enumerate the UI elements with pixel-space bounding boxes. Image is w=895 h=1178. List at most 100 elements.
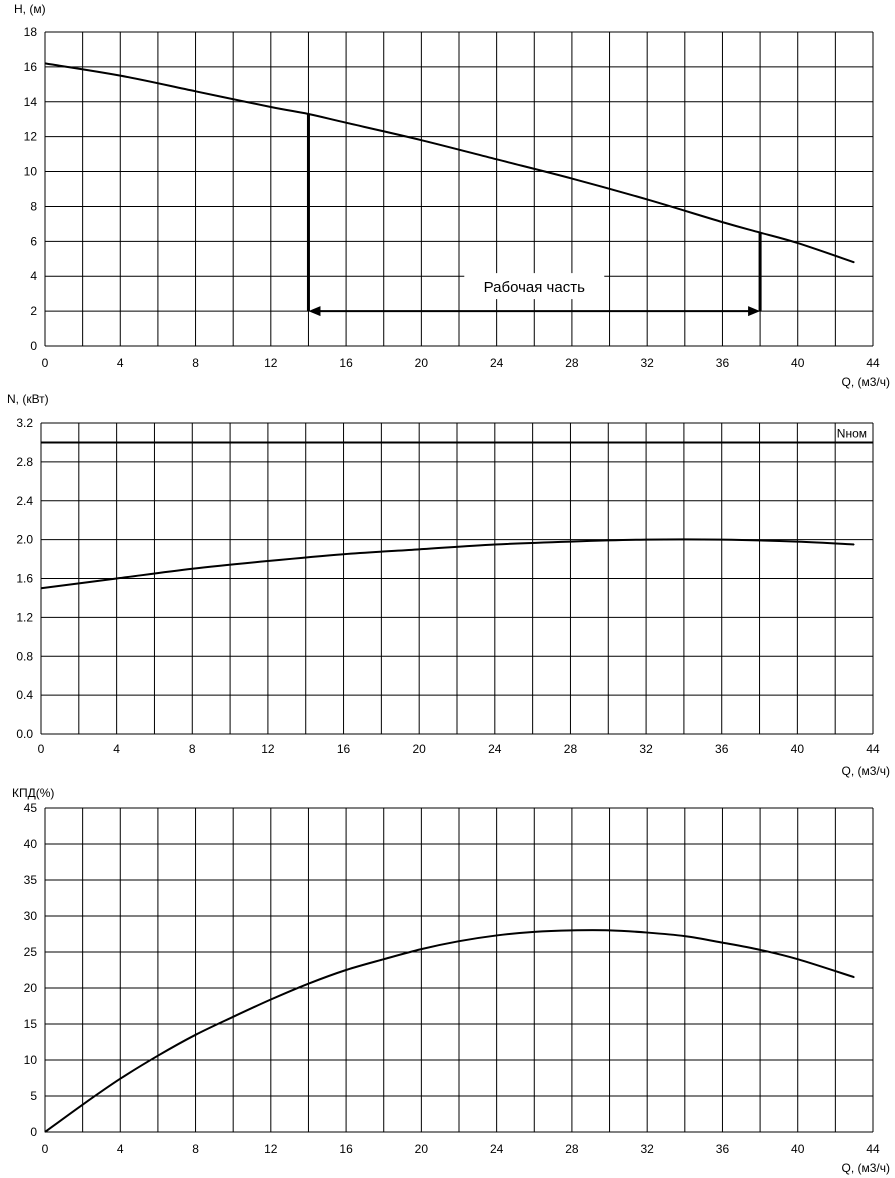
series-point bbox=[796, 541, 798, 543]
x-tick-label: 40 bbox=[791, 742, 805, 756]
y-tick-label: 12 bbox=[24, 130, 38, 144]
series-point bbox=[40, 587, 42, 589]
series-point bbox=[759, 949, 761, 951]
y-tick-label: 4 bbox=[30, 269, 37, 283]
series-point bbox=[569, 541, 571, 543]
series-point bbox=[44, 62, 46, 64]
y-tick-label: 2.0 bbox=[16, 533, 33, 547]
x-tick-label: 44 bbox=[866, 356, 880, 370]
y-tick-label: 2.4 bbox=[16, 494, 33, 508]
x-tick-label: 20 bbox=[415, 1142, 429, 1156]
series-point bbox=[571, 178, 573, 180]
series-curve bbox=[44, 929, 855, 1133]
y-tick-label: 0.8 bbox=[16, 649, 33, 663]
series-point bbox=[418, 548, 420, 550]
series-point bbox=[684, 935, 686, 937]
x-tick-label: 24 bbox=[488, 742, 502, 756]
y-tick-label: 5 bbox=[30, 1089, 37, 1103]
y-tick-label: 2 bbox=[30, 304, 37, 318]
series-point bbox=[853, 976, 855, 978]
x-tick-label: 40 bbox=[791, 1142, 805, 1156]
x-tick-label: 12 bbox=[264, 1142, 278, 1156]
y-tick-label: 1.6 bbox=[16, 572, 33, 586]
y-tick-label: 14 bbox=[24, 95, 38, 109]
working-range-label: Рабочая часть bbox=[484, 279, 585, 296]
y-tick-label: 0.4 bbox=[16, 688, 33, 702]
x-tick-label: 32 bbox=[641, 1142, 655, 1156]
series-point bbox=[195, 90, 197, 92]
series-point bbox=[119, 75, 121, 77]
working-range-arrow-left bbox=[308, 306, 321, 317]
y-axis-label: H, (м) bbox=[14, 2, 46, 16]
x-tick-label: 8 bbox=[189, 742, 196, 756]
y-tick-label: 8 bbox=[30, 199, 37, 213]
x-tick-label: 24 bbox=[490, 356, 504, 370]
x-axis-label: Q, (м3/ч) bbox=[841, 764, 890, 778]
series-point bbox=[496, 158, 498, 160]
series-point bbox=[853, 261, 855, 263]
series-point bbox=[645, 539, 647, 541]
x-tick-label: 28 bbox=[565, 356, 579, 370]
x-tick-label: 16 bbox=[337, 742, 351, 756]
y-tick-label: 45 bbox=[24, 801, 38, 815]
x-tick-label: 44 bbox=[866, 1142, 880, 1156]
x-tick-label: 0 bbox=[42, 1142, 49, 1156]
x-tick-label: 0 bbox=[38, 742, 45, 756]
series-point bbox=[116, 578, 118, 579]
series-point bbox=[343, 553, 345, 555]
y-tick-label: 40 bbox=[24, 837, 38, 851]
series-point bbox=[571, 929, 573, 931]
working-range-arrow-right bbox=[748, 306, 761, 317]
series-point bbox=[119, 1078, 121, 1080]
x-axis-label: Q, (м3/ч) bbox=[841, 1161, 890, 1175]
series-point bbox=[307, 983, 309, 985]
series-point bbox=[646, 198, 648, 200]
x-tick-label: 4 bbox=[117, 1142, 124, 1156]
series-point bbox=[345, 969, 347, 971]
x-tick-label: 20 bbox=[415, 356, 429, 370]
x-tick-label: 24 bbox=[490, 1142, 504, 1156]
x-tick-label: 28 bbox=[565, 1142, 579, 1156]
y-tick-label: 10 bbox=[24, 1053, 38, 1067]
y-tick-label: 16 bbox=[24, 60, 38, 74]
series-point bbox=[721, 942, 723, 944]
series-point bbox=[458, 940, 460, 942]
x-tick-label: 8 bbox=[192, 356, 199, 370]
series-point bbox=[345, 122, 347, 124]
y-tick-label: 2.8 bbox=[16, 455, 33, 469]
x-tick-label: 16 bbox=[339, 356, 353, 370]
series-point bbox=[496, 934, 498, 936]
x-axis-label: Q, (м3/ч) bbox=[841, 375, 890, 389]
y-tick-label: 30 bbox=[24, 909, 38, 923]
series-point bbox=[494, 543, 496, 545]
x-tick-label: 36 bbox=[715, 742, 729, 756]
series-point bbox=[270, 999, 272, 1001]
y-axis-label: КПД(%) bbox=[12, 786, 54, 800]
series-point bbox=[721, 221, 723, 223]
series-point bbox=[267, 560, 269, 562]
y-tick-label: 3.2 bbox=[16, 416, 33, 430]
series-point bbox=[533, 931, 535, 933]
x-tick-label: 4 bbox=[113, 742, 120, 756]
y-tick-label: 6 bbox=[30, 234, 37, 248]
y-tick-label: 35 bbox=[24, 873, 38, 887]
series-point bbox=[232, 1016, 234, 1018]
x-tick-label: 32 bbox=[639, 742, 653, 756]
y-tick-label: 0 bbox=[30, 339, 37, 353]
series-point bbox=[420, 139, 422, 141]
y-tick-label: 18 bbox=[24, 25, 38, 39]
x-tick-label: 32 bbox=[641, 356, 655, 370]
x-tick-label: 20 bbox=[413, 742, 427, 756]
x-tick-label: 8 bbox=[192, 1142, 199, 1156]
x-tick-label: 0 bbox=[42, 356, 49, 370]
series-point bbox=[721, 539, 723, 541]
x-tick-label: 16 bbox=[339, 1142, 353, 1156]
x-tick-label: 12 bbox=[261, 742, 275, 756]
series-point bbox=[853, 543, 855, 545]
x-tick-label: 36 bbox=[716, 1142, 730, 1156]
y-tick-label: 0.0 bbox=[16, 727, 33, 741]
series-curve bbox=[40, 538, 855, 590]
working-range-label-bg bbox=[464, 273, 605, 300]
